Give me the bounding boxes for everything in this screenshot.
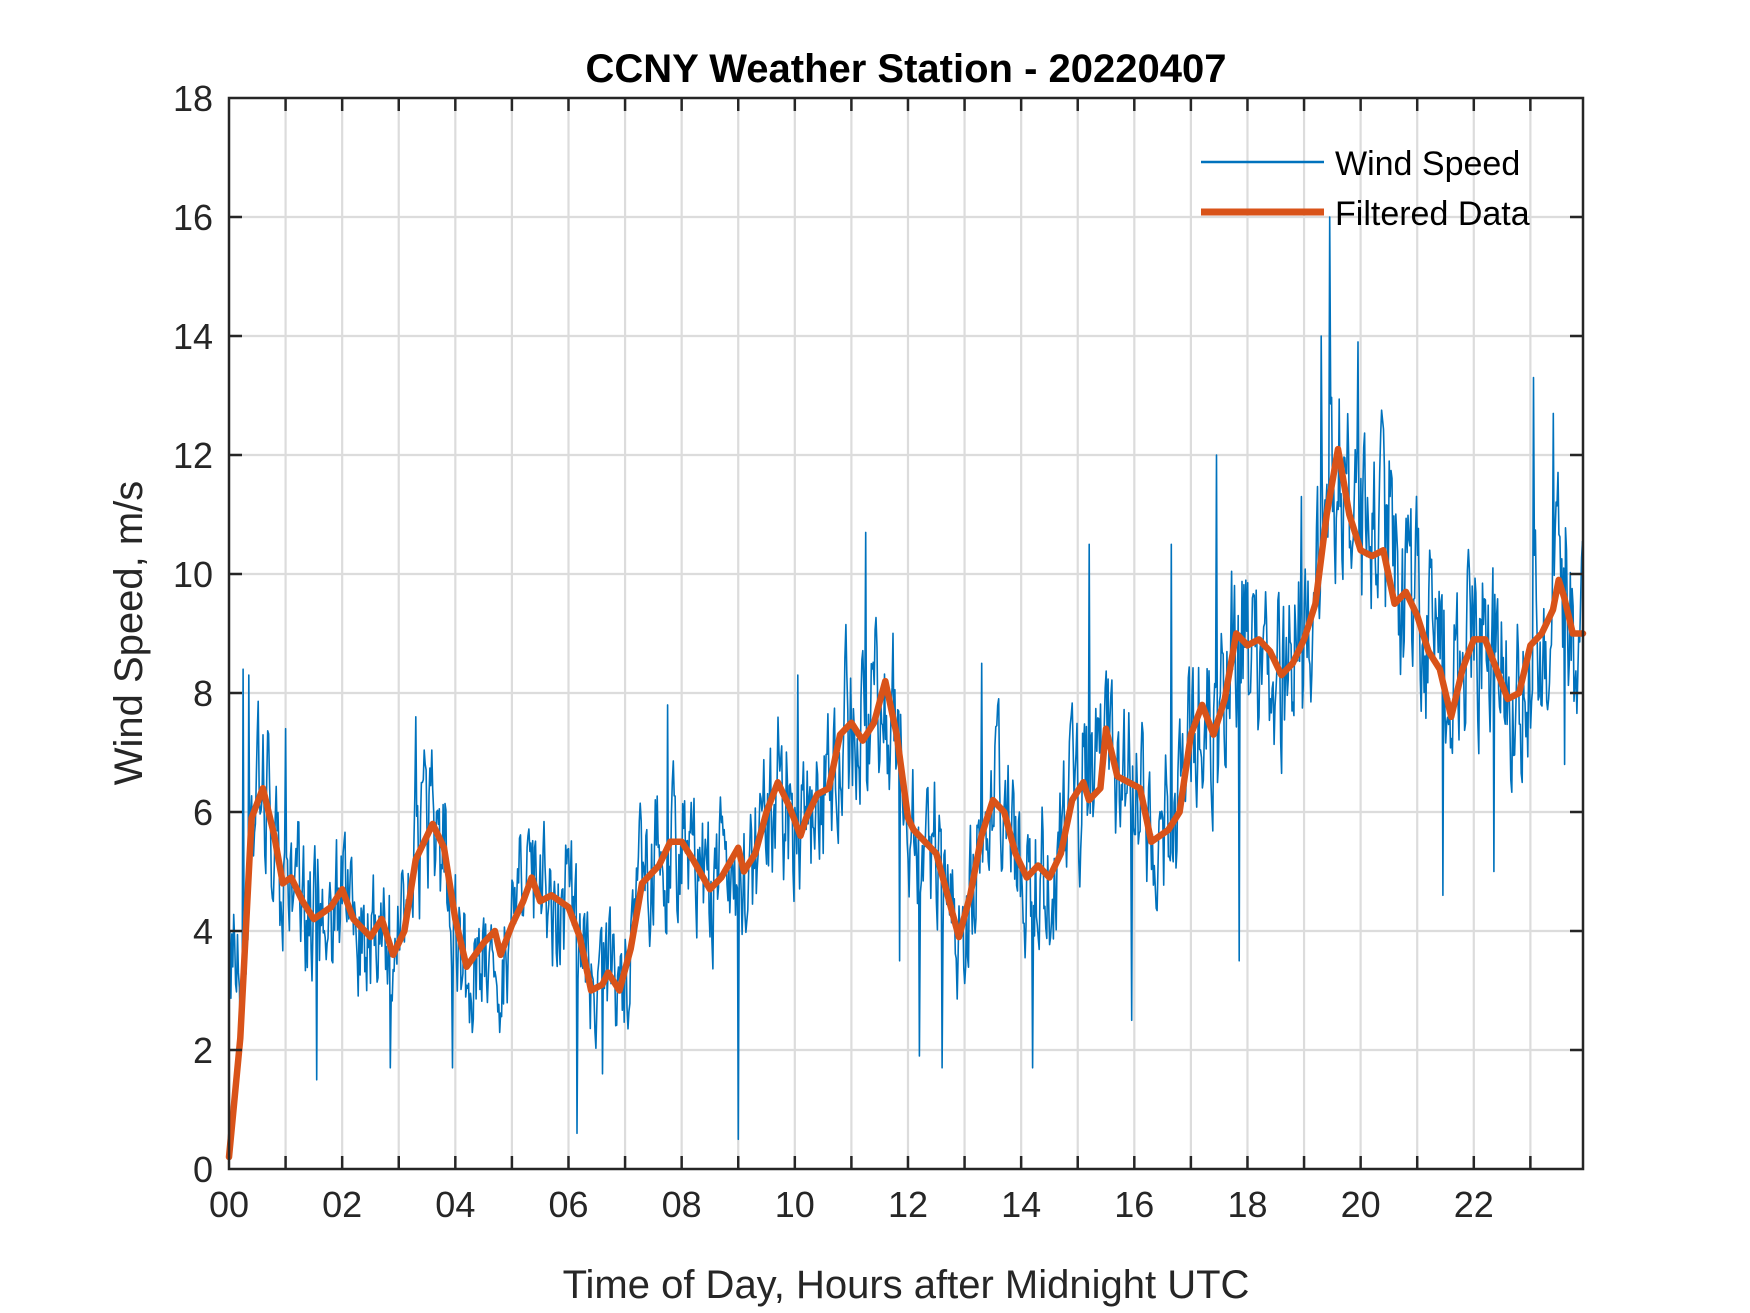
- x-tick-label: 12: [888, 1184, 928, 1225]
- y-tick-labels: 0 2 4 6 8 10 12 14 16 18: [173, 78, 213, 1190]
- y-tick-label: 6: [193, 792, 213, 833]
- y-tick-label: 18: [173, 78, 213, 119]
- axis-ticks: [229, 98, 1583, 1169]
- chart-title: CCNY Weather Station - 20220407: [586, 47, 1227, 91]
- series-filtered-data-line: [225, 445, 1587, 1161]
- legend: Wind Speed Filtered Data: [1201, 145, 1530, 233]
- x-tick-labels: 00 02 04 06 08 10 12 14 16 18 20 22: [209, 1184, 1494, 1225]
- y-tick-label: 16: [173, 197, 213, 238]
- y-tick-label: 0: [193, 1149, 213, 1190]
- x-tick-label: 14: [1001, 1184, 1041, 1225]
- y-tick-label: 4: [193, 911, 213, 952]
- y-axis-label: Wind Speed, m/s: [107, 481, 151, 786]
- x-tick-label: 06: [548, 1184, 588, 1225]
- series-layer: [225, 216, 1587, 1161]
- y-tick-label: 14: [173, 316, 213, 357]
- y-tick-label: 8: [193, 673, 213, 714]
- x-tick-label: 02: [322, 1184, 362, 1225]
- plot-area: [229, 98, 1583, 1169]
- x-tick-label: 20: [1341, 1184, 1381, 1225]
- x-axis-label: Time of Day, Hours after Midnight UTC: [563, 1263, 1250, 1307]
- y-tick-label: 12: [173, 435, 213, 476]
- x-tick-label: 18: [1227, 1184, 1267, 1225]
- y-tick-label: 10: [173, 554, 213, 595]
- axes-box: [227, 96, 1585, 1171]
- legend-label-wind-speed: Wind Speed: [1335, 145, 1520, 183]
- x-tick-label: 22: [1454, 1184, 1494, 1225]
- x-tick-label: 04: [435, 1184, 475, 1225]
- x-tick-label: 10: [775, 1184, 815, 1225]
- x-tick-label: 00: [209, 1184, 249, 1225]
- x-tick-label: 16: [1114, 1184, 1154, 1225]
- legend-label-filtered-data: Filtered Data: [1335, 195, 1530, 233]
- y-tick-label: 2: [193, 1030, 213, 1071]
- x-tick-label: 08: [662, 1184, 702, 1225]
